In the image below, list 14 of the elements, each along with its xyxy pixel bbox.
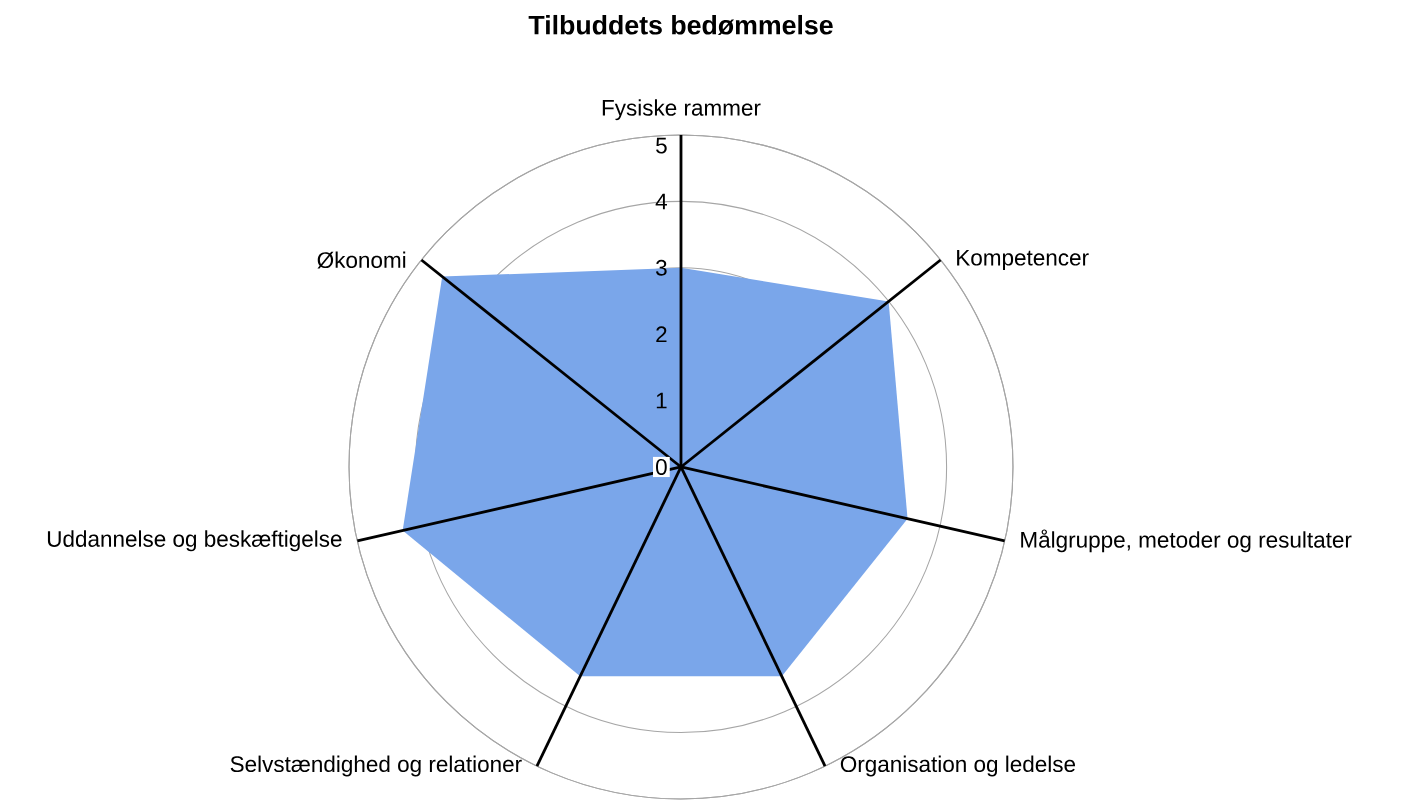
y-tick-label: 2 (656, 326, 667, 343)
y-tick-label: 5 (656, 137, 667, 154)
y-tick-label: 4 (655, 193, 667, 210)
spoke-label: Kompetencer (957, 249, 1089, 271)
y-tick-label: 0 (656, 459, 667, 475)
chart-title: Tilbuddets bedømmelse (528, 14, 833, 36)
spoke-label: Organisation og ledelse (840, 755, 1076, 777)
spoke-label: Økonomi (317, 251, 406, 269)
spoke-label: Selvstændighed og relationer (230, 755, 522, 777)
y-tick-label: 3 (656, 259, 667, 276)
y-tick-label: 1 (656, 392, 667, 409)
spoke-label: Fysiske rammer (602, 99, 761, 121)
spoke-label: Uddannelse og beskæftigelse (47, 530, 342, 552)
spoke-label: Målgruppe, metoder og resultater (1021, 529, 1352, 553)
